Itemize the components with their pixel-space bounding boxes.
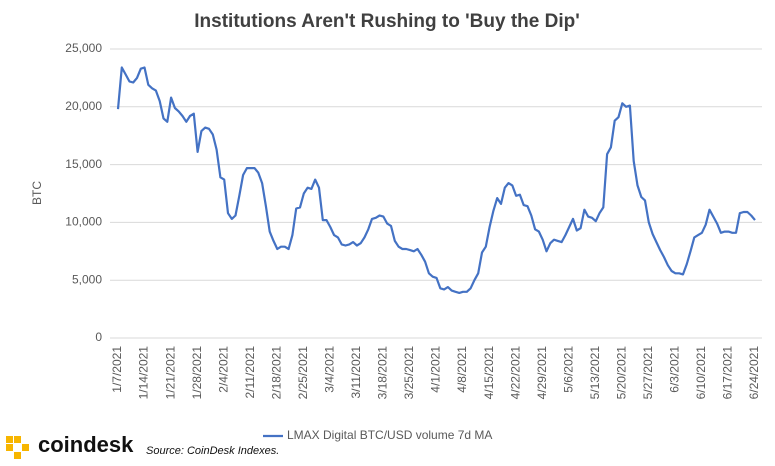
y-tick-label: 5,000: [72, 272, 102, 286]
x-tick-label: 2/4/2021: [216, 346, 230, 393]
y-axis-label: BTC: [30, 181, 44, 205]
x-tick-label: 5/13/2021: [588, 346, 602, 400]
x-tick-label: 1/7/2021: [110, 346, 124, 393]
x-tick-label: 4/8/2021: [455, 346, 469, 393]
x-tick-label: 5/27/2021: [641, 346, 655, 400]
x-tick-label: 3/11/2021: [349, 346, 363, 399]
x-tick-label: 4/29/2021: [535, 346, 549, 400]
x-tick-label: 6/17/2021: [721, 346, 735, 400]
y-tick-label: 20,000: [65, 99, 102, 113]
x-tick-label: 5/6/2021: [561, 346, 575, 393]
x-tick-label: 3/4/2021: [323, 346, 337, 393]
x-tick-label: 6/3/2021: [668, 346, 682, 393]
y-tick-label: 15,000: [65, 157, 102, 171]
x-tick-label: 1/21/2021: [163, 346, 177, 400]
y-tick-label: 25,000: [65, 41, 102, 55]
x-tick-label: 3/18/2021: [376, 346, 390, 400]
data-line: [116, 66, 756, 294]
y-tick-label: 0: [95, 330, 102, 344]
x-tick-label: 1/14/2021: [137, 346, 151, 400]
x-tick-label: 1/28/2021: [190, 346, 204, 400]
x-tick-label: 6/10/2021: [694, 346, 708, 400]
x-tick-label: 2/11/2021: [243, 346, 257, 399]
x-tick-label: 4/15/2021: [482, 346, 496, 400]
x-tick-label: 3/25/2021: [402, 346, 416, 400]
y-tick-label: 10,000: [65, 215, 102, 229]
x-tick-label: 2/18/2021: [269, 346, 283, 400]
x-tick-label: 4/1/2021: [429, 346, 443, 393]
chart-title: Institutions Aren't Rushing to 'Buy the …: [194, 11, 579, 32]
brand: coindesk: [38, 432, 134, 457]
x-tick-label: 5/20/2021: [614, 346, 628, 400]
logo-icon: [6, 436, 29, 459]
legend-label: LMAX Digital BTC/USD volume 7d MA: [287, 428, 492, 442]
x-tick-label: 4/22/2021: [508, 346, 522, 400]
x-tick-label: 6/24/2021: [747, 346, 761, 400]
x-tick-label: 2/25/2021: [296, 346, 310, 400]
source-note: Source: CoinDesk Indexes.: [146, 445, 279, 457]
